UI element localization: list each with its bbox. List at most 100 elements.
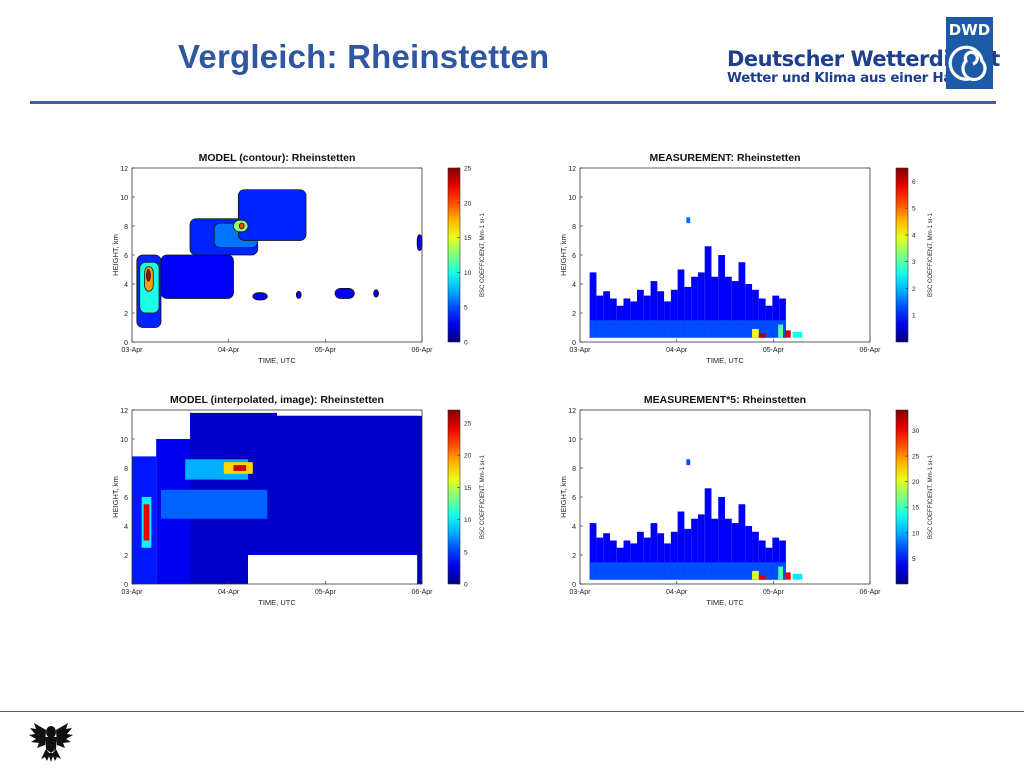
backscatter-column xyxy=(725,518,732,580)
x-tick-label: 05-Apr xyxy=(763,347,785,354)
colorbar-tick-label: 15 xyxy=(464,485,472,492)
x-tick-label: 06-Apr xyxy=(859,347,881,354)
rain-signal xyxy=(758,333,766,338)
backscatter-column-low xyxy=(637,562,644,580)
backscatter-column-low xyxy=(637,320,644,338)
x-axis-label: TIME, UTC xyxy=(258,356,296,365)
backscatter-column-low xyxy=(738,320,746,338)
chart-title: MEASUREMENT: Rheinstetten xyxy=(649,152,800,164)
backscatter-column-low xyxy=(765,562,773,580)
backscatter-column-low xyxy=(711,320,719,338)
backscatter-column-low xyxy=(609,562,617,580)
colorbar-tick-label: 5 xyxy=(912,206,916,213)
colorbar-tick-label: 25 xyxy=(464,420,472,427)
rain-signal xyxy=(752,570,759,580)
colorbar-tick-label: 5 xyxy=(464,305,468,312)
backscatter-column xyxy=(718,255,725,338)
backscatter-column-low xyxy=(772,320,780,338)
colorbar-tick-label: 20 xyxy=(464,200,472,207)
rain-signal xyxy=(784,572,791,580)
backscatter-column-low xyxy=(589,562,597,580)
backscatter-column xyxy=(738,504,746,580)
backscatter-column xyxy=(670,289,678,338)
backscatter-column xyxy=(609,540,617,580)
backscatter-column-low xyxy=(677,320,685,338)
rain-signal xyxy=(792,331,803,338)
data-gap xyxy=(248,555,418,584)
y-tick-label: 0 xyxy=(124,582,128,589)
backscatter-column xyxy=(609,298,617,338)
federal-eagle-icon xyxy=(29,723,73,762)
backscatter-column-low xyxy=(664,562,671,580)
backscatter-column-low xyxy=(691,320,698,338)
backscatter-column-low xyxy=(758,562,766,580)
colorbar-tick-label: 15 xyxy=(464,235,472,242)
contour-patch xyxy=(146,269,151,282)
backscatter-column xyxy=(697,272,705,338)
rain-signal xyxy=(778,324,783,338)
backscatter-column xyxy=(643,295,651,338)
backscatter-column xyxy=(670,531,678,580)
backscatter-column-low xyxy=(596,562,604,580)
colorbar-label: BSC COEFFICIENT, Mm-1 sr-1 xyxy=(480,454,486,539)
colorbar-tick-label: 15 xyxy=(912,505,920,512)
backscatter-column xyxy=(643,537,651,580)
backscatter-column-low xyxy=(765,320,773,338)
backscatter-column-low xyxy=(684,320,692,338)
dwd-logo[interactable]: DWD xyxy=(946,17,993,89)
y-tick-label: 10 xyxy=(568,195,576,202)
y-tick-label: 10 xyxy=(120,437,128,444)
y-tick-label: 2 xyxy=(124,553,128,560)
y-tick-label: 8 xyxy=(124,224,128,231)
backscatter-column-low xyxy=(643,320,651,338)
x-tick-label: 03-Apr xyxy=(121,589,143,596)
colorbar-tick-label: 25 xyxy=(912,454,920,461)
y-tick-label: 12 xyxy=(120,166,128,173)
backscatter-column xyxy=(758,298,766,338)
backscatter-column xyxy=(623,540,631,580)
x-axis-label: TIME, UTC xyxy=(706,598,744,607)
contour-patch xyxy=(238,222,245,230)
x-tick-label: 05-Apr xyxy=(763,589,785,596)
chart-svg: MODEL (interpolated, image): Rheinstette… xyxy=(111,394,486,607)
backscatter-column xyxy=(677,511,685,580)
y-tick-label: 6 xyxy=(572,495,576,502)
contour-patch xyxy=(334,287,355,299)
colorbar-label: BSC COEFFICIENT, Mm-1 sr-1 xyxy=(480,212,486,297)
y-tick-label: 0 xyxy=(572,582,576,589)
backscatter-column xyxy=(779,540,786,580)
y-tick-label: 12 xyxy=(568,408,576,415)
colorbar-tick-label: 1 xyxy=(912,313,916,320)
colorbar xyxy=(895,409,909,585)
y-tick-label: 10 xyxy=(120,195,128,202)
backscatter-column xyxy=(738,262,746,338)
y-axis-label: HEIGHT, km xyxy=(111,234,120,276)
contour-patch xyxy=(237,189,307,241)
chart-panel-model-contour: MODEL (contour): Rheinstetten 0 2 4 6 8 10 12 03… xyxy=(108,150,508,365)
y-tick-label: 8 xyxy=(572,224,576,231)
x-tick-label: 05-Apr xyxy=(315,589,337,596)
backscatter-column xyxy=(630,543,638,580)
backscatter-column-low xyxy=(623,320,631,338)
y-tick-label: 0 xyxy=(572,340,576,347)
backscatter-column xyxy=(684,528,692,580)
backscatter-column xyxy=(677,269,685,338)
x-tick-label: 03-Apr xyxy=(569,347,591,354)
y-tick-label: 2 xyxy=(124,311,128,318)
y-tick-label: 6 xyxy=(572,253,576,260)
chart-title: MEASUREMENT*5: Rheinstetten xyxy=(644,394,806,406)
rain-signal xyxy=(784,330,791,338)
colorbar-tick-label: 10 xyxy=(464,517,472,524)
backscatter-column xyxy=(711,518,719,580)
y-axis-label: HEIGHT, km xyxy=(559,234,568,276)
colorbar-tick-label: 4 xyxy=(912,232,916,239)
backscatter-column xyxy=(745,284,753,338)
backscatter-column xyxy=(589,523,597,580)
colorbar xyxy=(895,167,909,343)
backscatter-column-low xyxy=(596,320,604,338)
chart-panel-model-image: MODEL (interpolated, image): Rheinstette… xyxy=(108,392,508,607)
image-region xyxy=(277,415,418,555)
chart-svg: MEASUREMENT: Rheinstetten02468101203-Apr… xyxy=(559,152,934,365)
backscatter-column xyxy=(697,514,705,580)
backscatter-column-low xyxy=(725,320,732,338)
